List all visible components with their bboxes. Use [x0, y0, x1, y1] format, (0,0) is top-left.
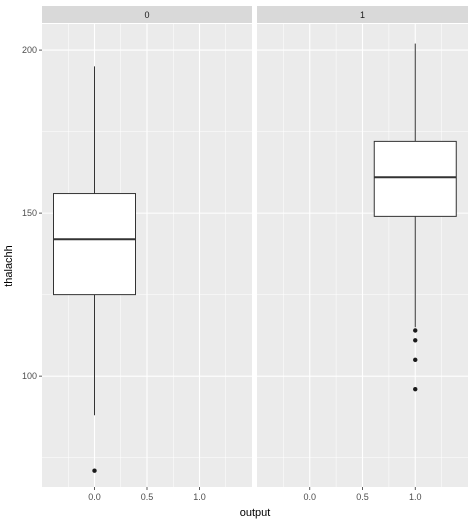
facet-panel-1: 1 0.0 0.5 1.0 [257, 6, 468, 502]
x-tick-label: 0.5 [141, 492, 154, 502]
outlier-point [413, 386, 418, 392]
y-axis-title: thalachh [3, 245, 15, 287]
facet-panel-0: 0 0.0 0.5 1.0 [42, 6, 252, 502]
facet-strip [257, 6, 468, 23]
iqr-box [53, 193, 136, 296]
facet-strip-label: 1 [360, 10, 365, 20]
facet-strip-label: 0 [144, 10, 149, 20]
outlier-point [413, 328, 418, 333]
facet-strip [42, 6, 252, 23]
x-axis-title: output [240, 507, 271, 519]
x-tick-label: 0.5 [356, 492, 369, 502]
y-tick-label: 150 [22, 208, 37, 218]
y-tick-label: 100 [22, 371, 37, 381]
outlier-point [413, 338, 418, 343]
y-tick-label: 200 [22, 45, 37, 55]
iqr-box [373, 140, 457, 217]
outlier-point [413, 357, 418, 363]
outlier-point [92, 468, 97, 473]
x-tick-label: 1.0 [409, 492, 422, 502]
x-tick-label: 0.0 [303, 492, 316, 502]
x-tick-label: 1.0 [193, 492, 206, 502]
x-tick-label: 0.0 [88, 492, 101, 502]
